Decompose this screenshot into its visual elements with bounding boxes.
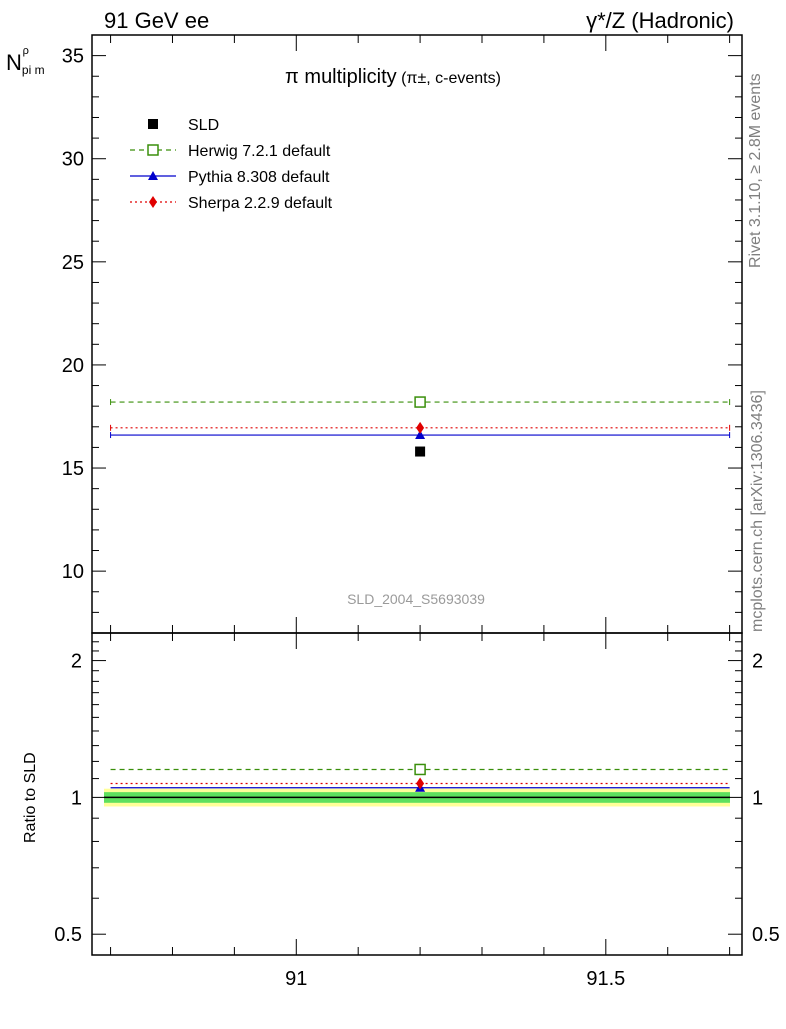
herwig-ratio-point [414, 763, 426, 776]
legend-pythia-label: Pythia 8.308 default [188, 169, 330, 186]
plot-title: π multiplicity [285, 66, 397, 88]
plot-subtitle: (π±, c-events) [401, 70, 501, 87]
legend-pythia-marker [148, 171, 158, 180]
legend-sherpa-label: Sherpa 2.2.9 default [188, 195, 333, 212]
x-tick-label: 91.5 [586, 968, 625, 990]
herwig-point [414, 396, 426, 408]
ratio-plot-frame [91, 632, 743, 956]
y-axis-label-symbol: N [6, 50, 22, 75]
y-tick-label: 30 [62, 149, 84, 171]
pythia-point [415, 430, 426, 440]
y-tick-label: 15 [62, 458, 84, 480]
sherpa-ratio-point [416, 777, 425, 790]
plot-title-block: π multiplicity (π±, c-events) [0, 66, 786, 89]
ratio-y-tick-label: 2 [71, 651, 82, 673]
legend-herwig-label: Herwig 7.2.1 default [188, 143, 331, 160]
y-tick-label: 25 [62, 252, 84, 274]
ratio-y-tick-label: 1 [71, 787, 82, 809]
rivet-version-label: Rivet 3.1.10, ≥ 2.8M events [747, 73, 764, 268]
y-axis-label-main: Npi m ρ [6, 45, 51, 77]
analysis-watermark: SLD_2004_S5693039 [347, 591, 485, 607]
y-tick-label: 35 [62, 46, 84, 68]
y-axis-label-superscript: ρ [22, 45, 29, 57]
y-axis-label-ratio: Ratio to SLD [22, 752, 39, 843]
legend-herwig-marker [147, 144, 159, 156]
y-tick-label: 10 [62, 561, 84, 583]
y-axis-label-subscript: pi m [21, 63, 45, 77]
header-left: 91 GeV ee [104, 8, 210, 33]
legend-sherpa-marker [149, 196, 157, 208]
sherpa-point [416, 421, 425, 434]
data-point [415, 446, 426, 457]
legend-data-marker [148, 119, 158, 129]
x-tick-label: 91 [285, 968, 307, 990]
ratio-y-tick-label-right: 1 [752, 787, 763, 809]
ratio-y-tick-label-right: 2 [752, 651, 763, 673]
y-tick-label: 20 [62, 355, 84, 377]
mcplots-label: mcplots.cern.ch [arXiv:1306.3436] [749, 390, 766, 632]
legend-data-label: SLD [188, 117, 219, 134]
ratio-y-tick-label: 0.5 [54, 924, 82, 946]
ratio-y-tick-label-right: 0.5 [752, 924, 780, 946]
header-right: γ*/Z (Hadronic) [586, 8, 734, 33]
